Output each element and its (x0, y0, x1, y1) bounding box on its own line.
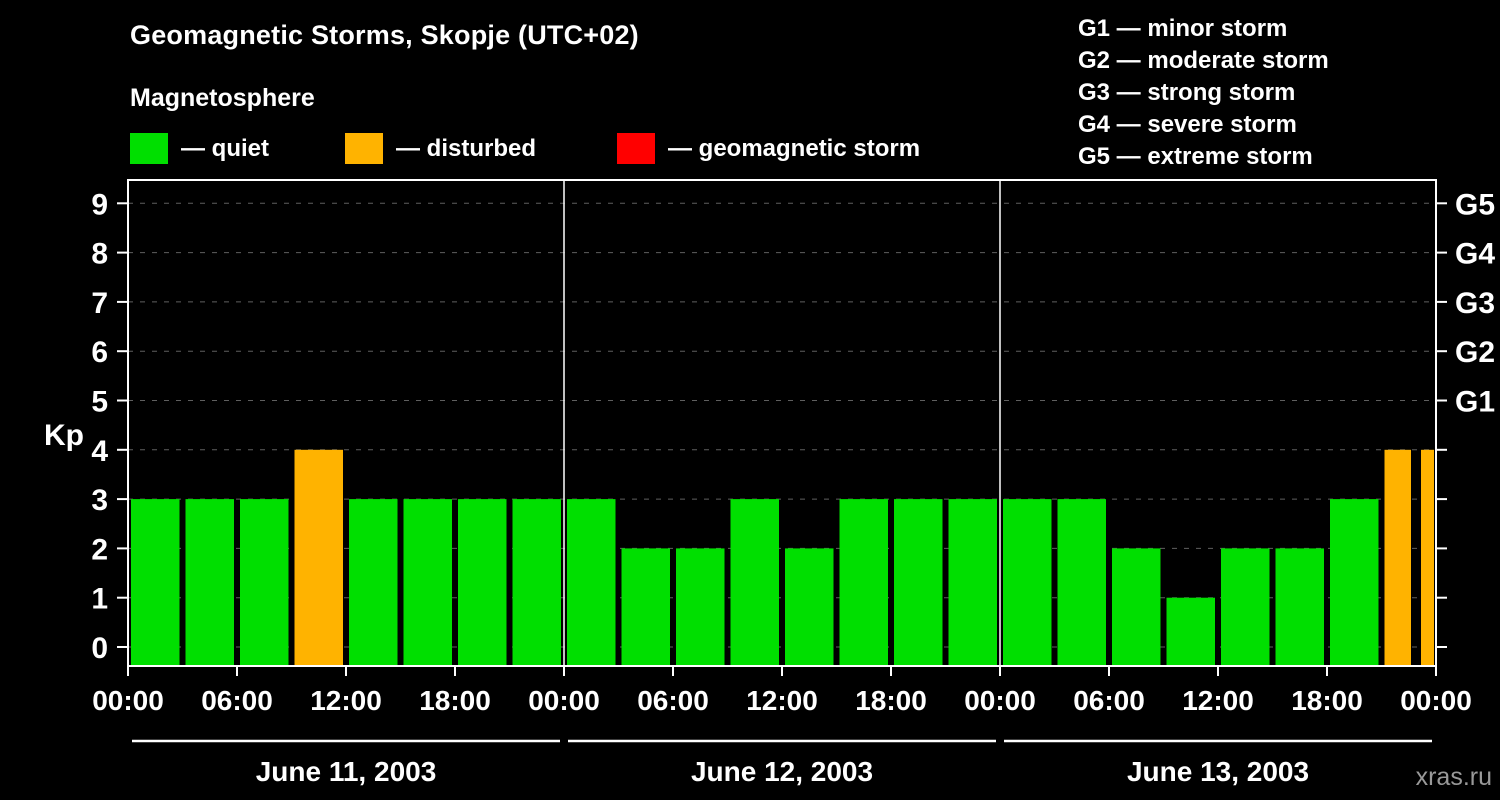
y-axis-label: Kp (44, 419, 84, 452)
x-tick-label: 12:00 (746, 685, 818, 716)
kp-bar (1057, 499, 1106, 666)
y-tick-label: 9 (91, 188, 108, 221)
legend-item-storm: — geomagnetic storm (617, 132, 920, 165)
kp-bar (185, 499, 234, 666)
date-label: June 13, 2003 (1127, 756, 1309, 787)
x-tick-label: 12:00 (1182, 685, 1254, 716)
g-scale-label: G1 (1455, 386, 1495, 419)
y-tick-label: 6 (91, 336, 108, 369)
legend-label-storm: — geomagnetic storm (668, 134, 921, 162)
y-tick-label: 2 (91, 533, 108, 566)
x-tick-label: 06:00 (201, 685, 273, 716)
g-scale-label: G3 (1455, 287, 1495, 320)
storm-swatch-icon (617, 133, 655, 164)
g-legend-line-g2: G2 — moderate storm (1078, 47, 1329, 74)
g-legend-line-g4: G4 — severe storm (1078, 111, 1297, 138)
x-tick-label: 12:00 (310, 685, 382, 716)
quiet-swatch-icon (130, 133, 168, 164)
magnetosphere-label: Magnetosphere (130, 84, 315, 112)
kp-bar (730, 499, 779, 666)
x-tick-label: 00:00 (1400, 685, 1472, 716)
g-legend-line-g5: G5 — extreme storm (1078, 143, 1313, 170)
kp-bar (403, 499, 452, 666)
g-scale-label: G5 (1455, 188, 1495, 221)
kp-bar-partial (1421, 449, 1434, 666)
x-tick-label: 18:00 (1291, 685, 1363, 716)
date-label: June 12, 2003 (691, 756, 873, 787)
kp-bar (131, 499, 180, 666)
x-tick-label: 06:00 (1073, 685, 1145, 716)
kp-bar (1003, 499, 1052, 666)
y-tick-label: 5 (91, 386, 108, 419)
kp-bar (240, 499, 289, 666)
page-title: Geomagnetic Storms, Skopje (UTC+02) (130, 20, 639, 50)
disturbed-swatch-icon (345, 133, 383, 164)
legend-item-disturbed: — disturbed (345, 132, 536, 165)
watermark: xras.ru (1415, 763, 1492, 791)
g-scale-label: G2 (1455, 336, 1495, 369)
g-scale-legend: G1 — minor storm G2 — moderate storm G3 … (1078, 13, 1329, 173)
x-tick-label: 06:00 (637, 685, 709, 716)
kp-bar (1112, 548, 1161, 666)
g-scale-label: G4 (1455, 238, 1495, 271)
date-label: June 11, 2003 (256, 756, 437, 787)
kp-bar (567, 499, 616, 666)
kp-bar (512, 499, 561, 666)
x-tick-label: 18:00 (419, 685, 491, 716)
y-tick-label: 8 (91, 238, 108, 271)
y-tick-label: 4 (91, 435, 108, 468)
kp-bar (1275, 548, 1324, 666)
y-tick-label: 0 (91, 632, 108, 665)
x-tick-label: 00:00 (528, 685, 600, 716)
kp-bar (948, 499, 997, 666)
kp-bar (1330, 499, 1379, 666)
legend-label-disturbed: — disturbed (396, 134, 537, 162)
g-legend-line-g1: G1 — minor storm (1078, 15, 1288, 42)
kp-bar (349, 499, 398, 666)
x-tick-label: 00:00 (964, 685, 1036, 716)
kp-bar (621, 548, 670, 666)
g-legend-line-g3: G3 — strong storm (1078, 79, 1296, 106)
x-tick-label: 18:00 (855, 685, 927, 716)
x-tick-label: 00:00 (92, 685, 164, 716)
kp-bar (894, 499, 943, 666)
kp-bar (294, 449, 343, 666)
y-tick-label: 7 (91, 287, 108, 320)
legend-item-quiet: — quiet (130, 132, 269, 165)
kp-bar (839, 499, 888, 666)
kp-bar (676, 548, 725, 666)
legend-label-quiet: — quiet (181, 134, 269, 162)
kp-bar (785, 548, 834, 666)
y-tick-label: 3 (91, 484, 108, 517)
kp-bar (1221, 548, 1270, 666)
kp-bar (1384, 449, 1411, 666)
kp-bar (458, 499, 507, 666)
kp-bar (1166, 597, 1215, 666)
y-tick-label: 1 (91, 583, 108, 616)
